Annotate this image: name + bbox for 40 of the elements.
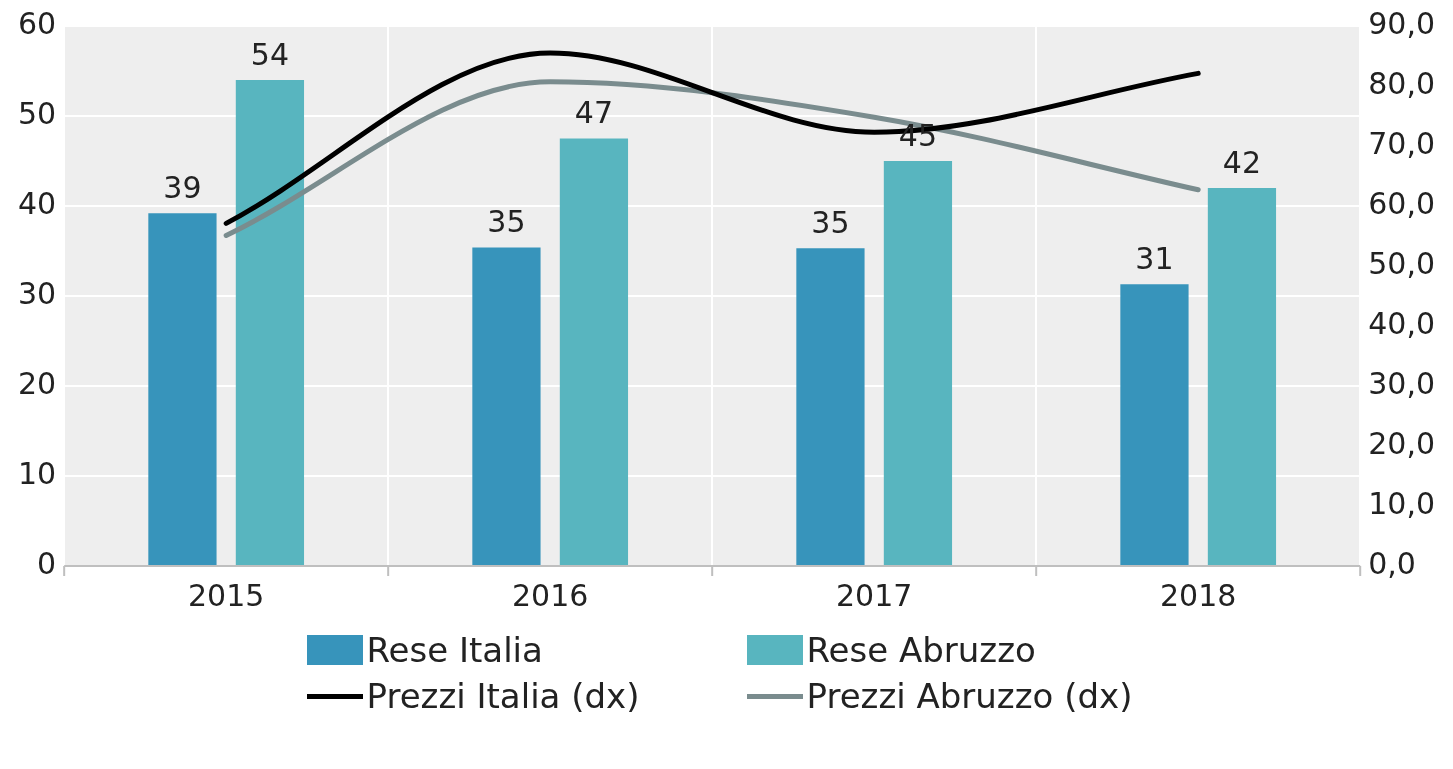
bar — [1207, 188, 1277, 565]
bar — [472, 247, 541, 565]
y-tick-label: 10 — [17, 455, 57, 491]
y-tick-label: 0 — [37, 545, 57, 581]
bar — [235, 80, 305, 565]
data-label: 31 — [1135, 241, 1174, 277]
legend-label: Rese Italia — [366, 630, 543, 670]
y2-tick-label: 60,0 — [1368, 185, 1435, 221]
data-label: 35 — [487, 204, 526, 240]
bar — [1120, 284, 1189, 565]
legend-label: Prezzi Abruzzo (dx) — [806, 676, 1133, 716]
x-tick-label: 2017 — [836, 577, 913, 613]
data-label: 47 — [574, 95, 614, 131]
y2-tick-label: 0,0 — [1368, 545, 1416, 581]
y2-tick-label: 80,0 — [1368, 65, 1435, 101]
y-tick-label: 40 — [17, 185, 57, 221]
legend-label: Rese Abruzzo — [806, 630, 1036, 670]
y2-tick-label: 70,0 — [1368, 125, 1435, 161]
data-label: 42 — [1222, 144, 1262, 180]
bar — [796, 248, 865, 565]
data-label: 35 — [811, 205, 850, 241]
y2-tick-label: 10,0 — [1368, 485, 1435, 521]
y2-tick-label: 50,0 — [1368, 245, 1435, 281]
data-label: 54 — [250, 36, 290, 72]
y2-tick-label: 40,0 — [1368, 305, 1435, 341]
y-tick-label: 30 — [17, 275, 57, 311]
y-tick-label: 50 — [17, 95, 57, 131]
x-tick-label: 2016 — [512, 577, 589, 613]
y-tick-label: 20 — [17, 365, 57, 401]
y2-tick-label: 20,0 — [1368, 425, 1435, 461]
bar — [559, 138, 629, 565]
x-tick-label: 2018 — [1160, 577, 1237, 613]
y-tick-label: 60 — [17, 5, 57, 41]
x-tick-label: 2015 — [188, 577, 265, 613]
y2-tick-label: 30,0 — [1368, 365, 1435, 401]
legend-label: Prezzi Italia (dx) — [366, 676, 640, 716]
data-label: 39 — [163, 170, 202, 205]
bar — [883, 161, 953, 565]
bar — [148, 213, 217, 565]
y2-tick-label: 90,0 — [1368, 5, 1435, 41]
